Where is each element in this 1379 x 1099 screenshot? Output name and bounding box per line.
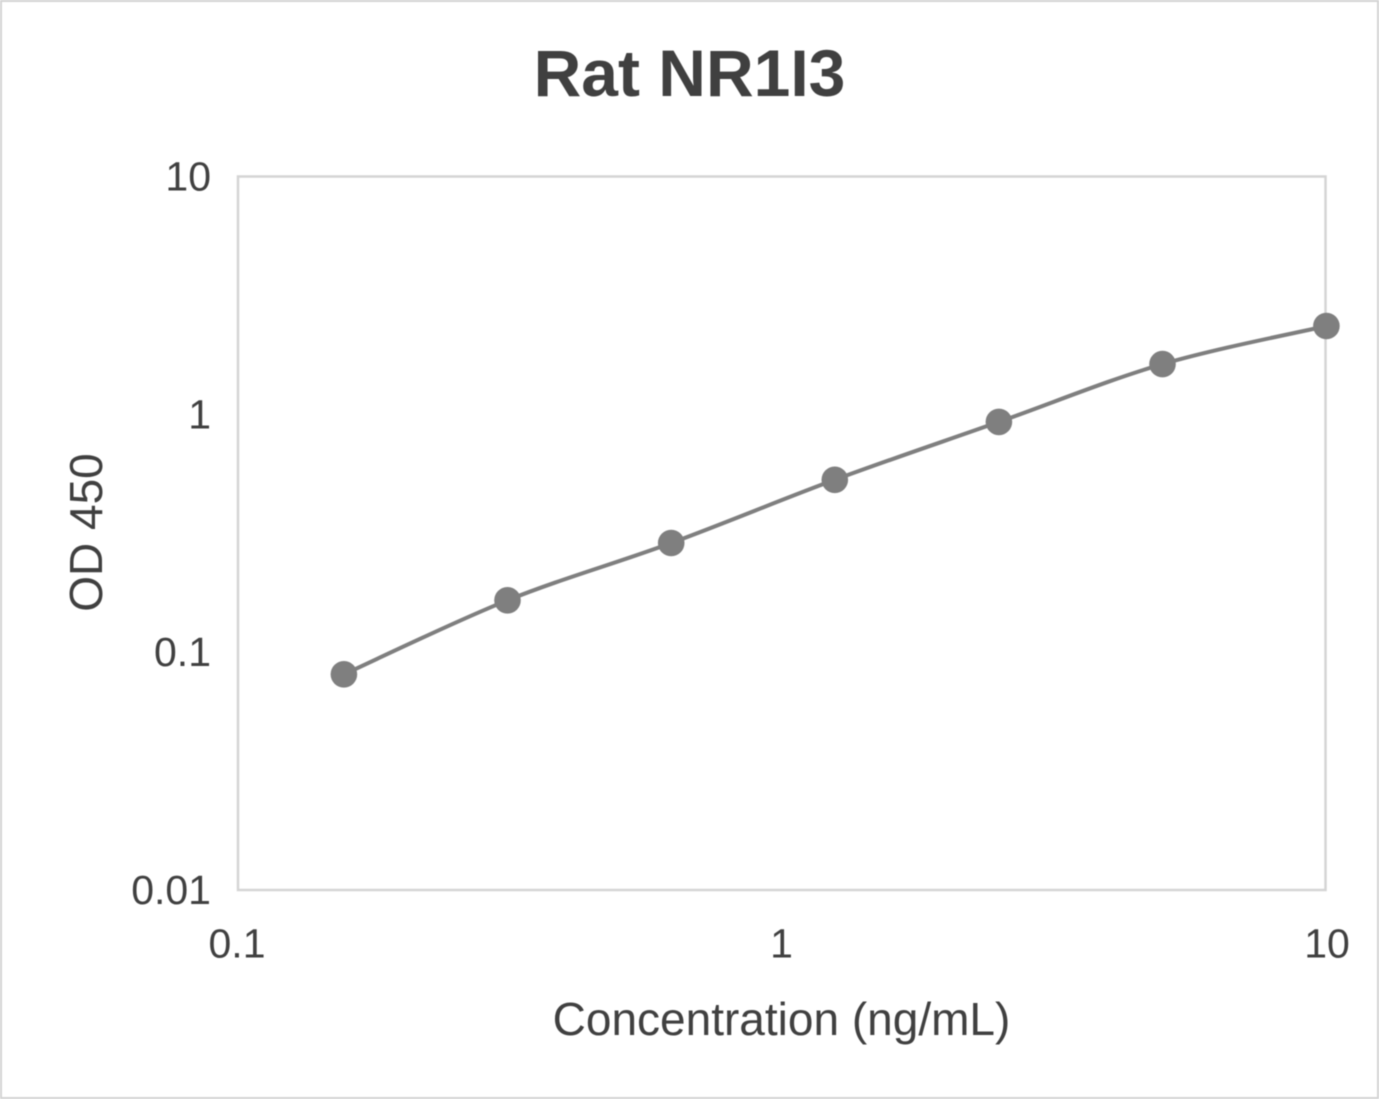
- svg-text:OD 450: OD 450: [60, 453, 112, 612]
- svg-text:1: 1: [770, 921, 793, 967]
- svg-text:Concentration (ng/mL): Concentration (ng/mL): [553, 993, 1011, 1045]
- svg-text:0.1: 0.1: [209, 921, 266, 967]
- svg-text:0.1: 0.1: [154, 629, 211, 675]
- svg-text:Rat NR1I3: Rat NR1I3: [534, 36, 846, 110]
- svg-text:0.01: 0.01: [131, 867, 211, 913]
- svg-text:10: 10: [1304, 921, 1350, 967]
- svg-text:1: 1: [188, 391, 211, 437]
- svg-text:10: 10: [165, 154, 211, 200]
